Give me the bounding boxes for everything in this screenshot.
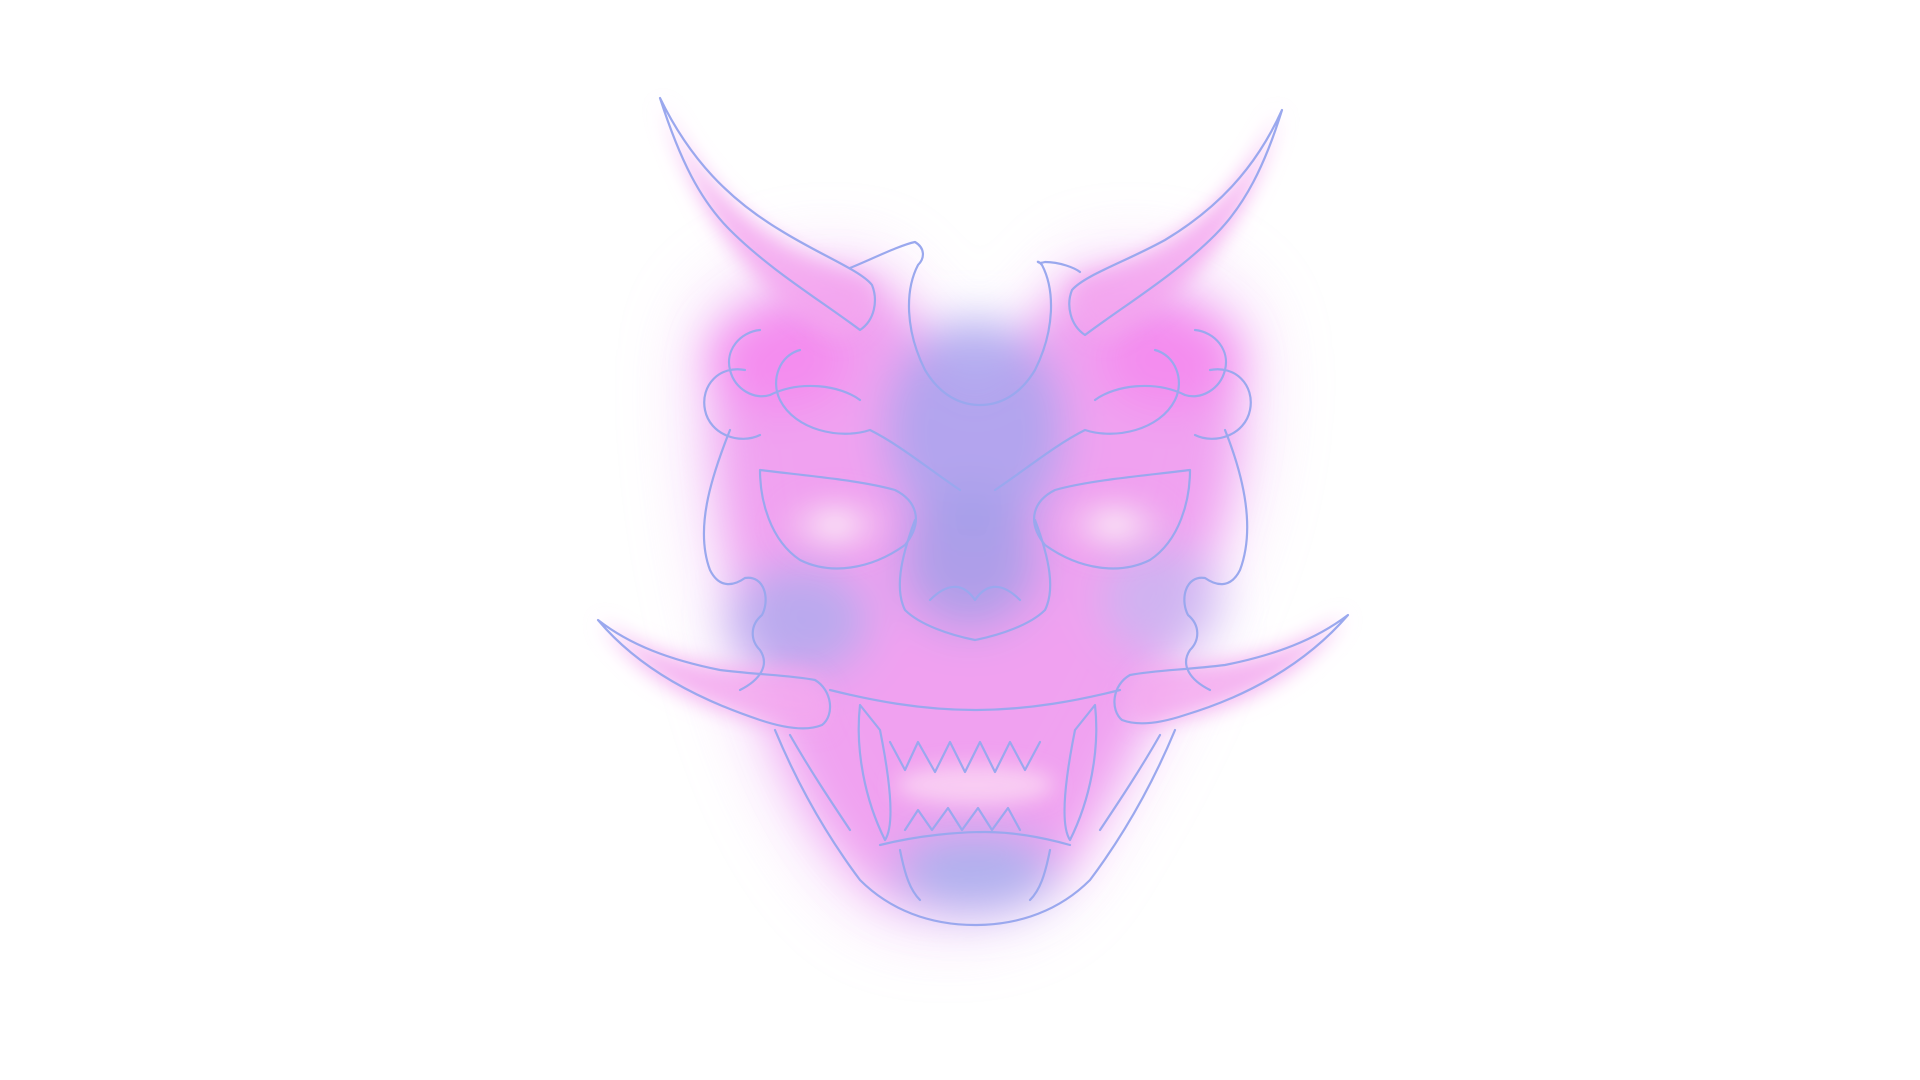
horn-fills: [600, 100, 1345, 730]
right-brow-curl-outline: [1093, 328, 1252, 440]
horn-left-fill: [660, 100, 873, 340]
tusk-right-fill: [1129, 615, 1345, 725]
lower-lip-outline: [878, 830, 1072, 847]
right-brow-curl-outline-2: [993, 348, 1180, 492]
cheek-right-violet: [1100, 545, 1220, 655]
left-horn-outline: [658, 96, 876, 332]
eye-glows: [770, 485, 1180, 805]
nose-violet: [900, 490, 1040, 630]
face-fill: [710, 280, 1240, 910]
right-fang-outline: [1063, 703, 1098, 842]
mouth-glow: [895, 765, 1055, 805]
left-tusk-outline: [596, 618, 832, 730]
nostril-outline: [928, 585, 1022, 602]
left-cheek-outline: [702, 428, 767, 692]
mask-outline: [596, 96, 1350, 927]
forehead-violet: [885, 320, 1065, 540]
horn-right-fill: [1072, 110, 1280, 340]
left-eye-glow: [770, 485, 900, 565]
right-cheek-outline: [1183, 428, 1249, 692]
right-horn-outline: [1068, 108, 1284, 337]
lower-teeth-outline: [903, 806, 1022, 832]
right-eye-glow: [1050, 485, 1180, 565]
left-lower-cheek-outline: [788, 733, 852, 832]
left-brow-curl-outline: [703, 328, 862, 440]
left-eye-outline: [758, 468, 917, 570]
left-brow-curl-outline-2: [775, 348, 962, 492]
cheek-left-violet: [730, 565, 870, 675]
chin-outline: [898, 848, 1052, 902]
upper-lip-outline: [828, 688, 1122, 712]
chin-violet: [895, 830, 1055, 910]
forehead-peak-outline: [848, 240, 1082, 407]
tusk-left-fill: [600, 620, 831, 730]
jaw-outline: [773, 728, 1177, 927]
nose-outline: [898, 518, 1052, 642]
right-tusk-outline: [1113, 613, 1350, 725]
upper-teeth-outline: [888, 740, 1042, 774]
left-fang-outline: [857, 703, 892, 842]
right-lower-cheek-outline: [1098, 733, 1162, 832]
right-eye-outline: [1033, 468, 1192, 570]
